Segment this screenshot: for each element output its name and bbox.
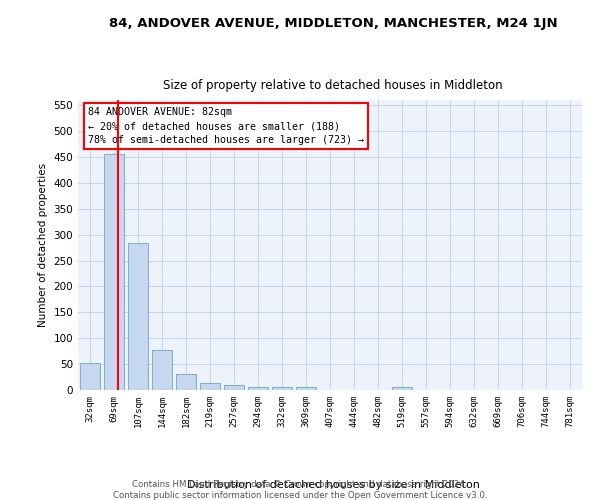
Bar [128, 244, 148, 390]
Text: Size of property relative to detached houses in Middleton: Size of property relative to detached ho… [163, 80, 503, 92]
Text: 84 ANDOVER AVENUE: 82sqm
← 20% of detached houses are smaller (188)
78% of semi-: 84 ANDOVER AVENUE: 82sqm ← 20% of detach… [88, 108, 364, 146]
Bar [80, 363, 100, 390]
Text: Distribution of detached houses by size in Middleton: Distribution of detached houses by size … [187, 480, 479, 490]
Bar [224, 385, 244, 390]
Bar [152, 350, 172, 390]
Text: Contains HM Land Registry data © Crown copyright and database right 2024.
Contai: Contains HM Land Registry data © Crown c… [113, 480, 487, 500]
Text: 84, ANDOVER AVENUE, MIDDLETON, MANCHESTER, M24 1JN: 84, ANDOVER AVENUE, MIDDLETON, MANCHESTE… [109, 18, 557, 30]
Bar [248, 388, 268, 390]
Y-axis label: Number of detached properties: Number of detached properties [38, 163, 48, 327]
Bar [200, 383, 220, 390]
Bar [104, 154, 124, 390]
Bar [296, 387, 316, 390]
Bar [392, 388, 412, 390]
Bar [272, 388, 292, 390]
Bar [176, 374, 196, 390]
